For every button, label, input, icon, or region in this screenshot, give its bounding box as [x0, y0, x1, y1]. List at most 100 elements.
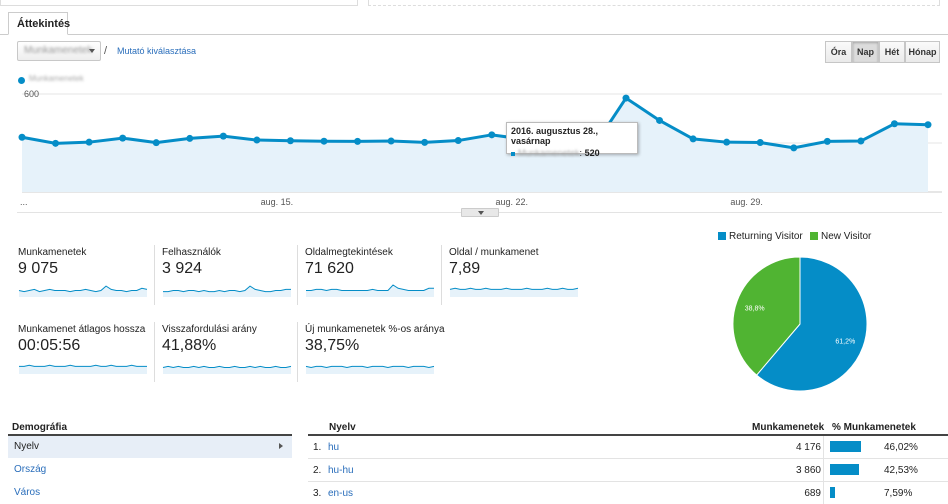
table-row: 2. hu-hu 3 860 42,53% — [308, 459, 948, 482]
collapse-chart-toggle[interactable] — [461, 208, 499, 217]
metric-select[interactable]: Munkamenetek — [17, 41, 101, 61]
share-value: 46,02% — [884, 442, 918, 453]
data-point[interactable] — [320, 137, 328, 145]
metric-divider — [154, 322, 155, 382]
data-point[interactable] — [85, 138, 93, 146]
sparkline-line — [162, 365, 292, 369]
table-row: 1. hu 4 176 46,02% — [308, 436, 948, 459]
period-hour-button[interactable]: Óra — [825, 41, 852, 63]
pie-legend-returning[interactable]: Returning Visitor — [718, 231, 803, 242]
data-point[interactable] — [253, 136, 261, 144]
series-area-fill — [22, 98, 928, 192]
data-point[interactable] — [823, 137, 831, 145]
metric-select-value: Munkamenetek — [24, 45, 93, 56]
tab-overview[interactable]: Áttekintés — [8, 12, 70, 35]
sparkline-line — [305, 365, 435, 369]
row-index: 1. — [313, 442, 322, 453]
metric-sparkline — [18, 285, 148, 297]
table-row: 3. en-us 689 7,59% — [308, 482, 948, 504]
data-point[interactable] — [152, 139, 160, 147]
metric-label: Visszafordulási arány — [162, 324, 257, 335]
y-tick-label: 600 — [24, 89, 39, 99]
pie-slice-label: 38,8% — [745, 305, 765, 312]
data-point[interactable] — [890, 120, 898, 128]
data-point[interactable] — [488, 131, 496, 139]
data-point[interactable] — [723, 138, 731, 146]
column-divider — [823, 436, 824, 459]
demography-header-rule — [8, 434, 292, 436]
metric-label: Munkamenetek — [18, 247, 87, 258]
language-link[interactable]: hu-hu — [328, 465, 354, 476]
share-value: 7,59% — [884, 488, 913, 499]
sessions-value: 4 176 — [795, 442, 821, 453]
metric-pages-per-session[interactable]: Oldal / munkamenet 7,89 — [441, 245, 589, 305]
data-point[interactable] — [387, 137, 395, 145]
data-point[interactable] — [622, 94, 630, 102]
data-point[interactable] — [656, 116, 664, 124]
sparkline-area — [450, 288, 578, 297]
share-bar — [830, 441, 862, 452]
column-divider — [823, 459, 824, 482]
data-point[interactable] — [454, 137, 462, 145]
metric-sparkline — [449, 287, 579, 297]
metric-sparkline — [305, 365, 435, 374]
data-point[interactable] — [857, 137, 865, 145]
language-link[interactable]: hu — [328, 442, 340, 453]
x-tick-label: aug. 29. — [730, 197, 763, 207]
period-month-button[interactable]: Hónap — [905, 41, 940, 63]
pie-slice[interactable] — [755, 256, 868, 392]
x-tick-label: ... — [20, 197, 28, 207]
series-legend-marker — [18, 77, 25, 84]
metric-users[interactable]: Felhasználók 3 924 — [154, 245, 302, 305]
demography-item-city[interactable]: Város — [8, 482, 292, 504]
metric-value: 38,75% — [305, 337, 360, 354]
metric-bounce-rate[interactable]: Visszafordulási arány 41,88% — [154, 322, 302, 382]
demography-item-country[interactable]: Ország — [8, 459, 292, 481]
metric-pageviews[interactable]: Oldalmegtekintések 71 620 — [297, 245, 445, 305]
sparkline-line — [306, 284, 434, 292]
tooltip-value: 520 — [584, 148, 600, 158]
metric-avg-session-duration[interactable]: Munkamenet átlagos hossza 00:05:56 — [18, 322, 158, 382]
data-point[interactable] — [52, 139, 60, 147]
data-point[interactable] — [421, 138, 429, 146]
data-point[interactable] — [219, 132, 227, 140]
demography-item-language[interactable]: Nyelv — [8, 436, 292, 458]
metric-value: 9 075 — [18, 260, 59, 277]
data-point[interactable] — [119, 134, 127, 142]
data-point[interactable] — [18, 133, 26, 141]
column-header-sessions[interactable]: Munkamenetek — [752, 422, 825, 433]
sparkline-line — [163, 285, 291, 293]
data-point[interactable] — [924, 121, 932, 129]
choose-metric-link[interactable]: Mutató kiválasztása — [117, 46, 197, 56]
pie-slice-label: 61,2% — [835, 339, 855, 346]
metric-new-sessions[interactable]: Új munkamenetek %-os aránya 38,75% — [297, 322, 445, 382]
data-point[interactable] — [286, 137, 294, 145]
pie-legend-label: Returning Visitor — [729, 231, 803, 242]
sparkline-line — [449, 287, 579, 290]
pie-slice[interactable] — [732, 256, 801, 376]
metric-label: Új munkamenetek %-os aránya — [305, 324, 445, 335]
chevron-down-icon — [478, 211, 484, 215]
data-point[interactable] — [689, 135, 697, 143]
metric-value: 00:05:56 — [18, 337, 81, 354]
period-week-button[interactable]: Hét — [879, 41, 905, 63]
metric-sessions[interactable]: Munkamenetek 9 075 — [18, 245, 158, 305]
column-header-language[interactable]: Nyelv — [329, 422, 356, 433]
data-point[interactable] — [354, 137, 362, 145]
language-link[interactable]: en-us — [328, 488, 354, 499]
data-point[interactable] — [790, 144, 798, 152]
metric-divider — [297, 322, 298, 382]
data-point[interactable] — [186, 134, 194, 142]
sparkline-area — [19, 286, 147, 297]
sparkline-area — [306, 366, 434, 374]
row-index: 2. — [313, 465, 322, 476]
column-header-session-pct[interactable]: % Munkamenetek — [832, 422, 916, 433]
sessions-line-chart[interactable]: 600300...aug. 15.aug. 22.aug. 29. — [0, 88, 948, 208]
metric-value: 3 924 — [162, 260, 203, 277]
metric-separator: / — [104, 45, 108, 57]
returning-swatch — [718, 232, 726, 240]
pie-legend-new[interactable]: New Visitor — [810, 231, 871, 242]
period-day-button[interactable]: Nap — [852, 41, 879, 63]
data-point[interactable] — [756, 139, 764, 147]
visitor-type-pie-chart[interactable]: 61,2% 38,8% — [730, 254, 870, 394]
